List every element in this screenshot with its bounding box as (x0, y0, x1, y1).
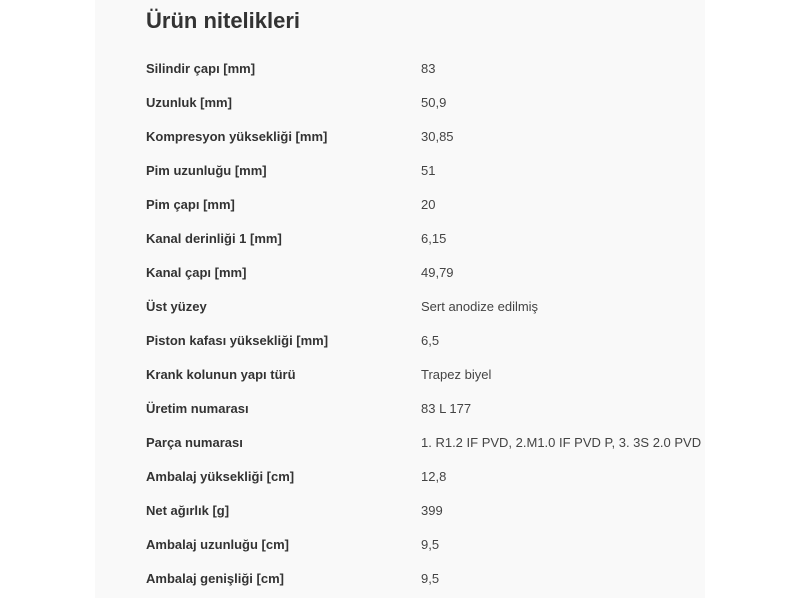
attribute-row: Uzunluk [mm] 50,9 (146, 95, 701, 129)
attribute-row: Pim çapı [mm] 20 (146, 197, 701, 231)
attribute-value: 50,9 (421, 95, 447, 110)
attribute-value: 83 L 177 (421, 401, 472, 416)
attribute-label: Pim çapı [mm] (146, 197, 235, 212)
attribute-row: Pim uzunluğu [mm] 51 (146, 163, 701, 197)
attribute-row: Kanal derinliği 1 [mm] 6,15 (146, 231, 701, 265)
attribute-label: Üretim numarası (146, 401, 249, 416)
attribute-row: Ambalaj uzunluğu [cm] 9,5 (146, 537, 701, 571)
attribute-label: Ambalaj uzunluğu [cm] (146, 537, 289, 552)
attribute-label: Ambalaj yüksekliği [cm] (146, 469, 295, 484)
attribute-row: Kanal çapı [mm] 49,79 (146, 265, 701, 299)
attribute-row: Ambalaj yüksekliği [cm] 12,8 (146, 469, 701, 503)
attribute-value: 9,5 (421, 571, 440, 586)
attribute-row: Kompresyon yüksekliği [mm] 30,85 (146, 129, 701, 163)
attribute-value: 6,15 (421, 231, 447, 246)
attribute-row: Üretim numarası 83 L 177 (146, 401, 701, 435)
attribute-row: Piston kafası yüksekliği [mm] 6,5 (146, 333, 701, 367)
attribute-value: 1. R1.2 IF PVD, 2.M1.0 IF PVD P, 3. 3S 2… (421, 435, 702, 450)
attribute-label: Üst yüzey (146, 299, 207, 314)
attribute-value: 30,85 (421, 129, 454, 144)
attribute-value: 83 (421, 61, 436, 76)
attribute-row: Ambalaj genişliği [cm] 9,5 (146, 571, 701, 605)
attribute-value: Sert anodize edilmiş (421, 299, 539, 314)
attribute-label: Piston kafası yüksekliği [mm] (146, 333, 329, 348)
product-attributes-panel: Ürün nitelikleri Silindir çapı [mm] 83 Uz… (95, 0, 705, 598)
attribute-row: Silindir çapı [mm] 83 (146, 61, 701, 95)
attributes-table: Silindir çapı [mm] 83 Uzunluk [mm] 50,9 Ko… (146, 61, 701, 605)
attribute-label: Silindir çapı [mm] (146, 61, 256, 76)
attribute-label: Kanal derinliği 1 [mm] (146, 231, 282, 246)
attribute-label: Uzunluk [mm] (146, 95, 232, 110)
attribute-value: 399 (421, 503, 443, 518)
attribute-value: 20 (421, 197, 436, 212)
attribute-row: Üst yüzey Sert anodize edilmiş (146, 299, 701, 333)
attribute-label: Net ağırlık [g] (146, 503, 230, 518)
section-title: Ürün nitelikleri (146, 8, 301, 33)
attribute-label: Ambalaj genişliği [cm] (146, 571, 284, 586)
attribute-label: Krank kolunun yapı türü (146, 367, 296, 382)
attribute-value: Trapez biyel (421, 367, 492, 382)
attribute-value: 51 (421, 163, 436, 178)
attribute-row: Parça numarası 1. R1.2 IF PVD, 2.M1.0 IF … (146, 435, 701, 469)
attribute-label: Kanal çapı [mm] (146, 265, 247, 280)
attribute-row: Net ağırlık [g] 399 (146, 503, 701, 537)
attribute-label: Parça numarası (146, 435, 243, 450)
attribute-value: 6,5 (421, 333, 440, 348)
attribute-value: 49,79 (421, 265, 454, 280)
attribute-value: 12,8 (421, 469, 447, 484)
attribute-label: Pim uzunluğu [mm] (146, 163, 267, 178)
attribute-label: Kompresyon yüksekliği [mm] (146, 129, 328, 144)
attribute-value: 9,5 (421, 537, 440, 552)
attribute-row: Krank kolunun yapı türü Trapez biyel (146, 367, 701, 401)
